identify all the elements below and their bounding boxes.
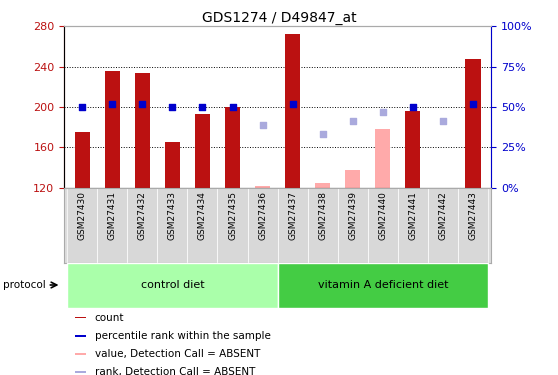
Bar — [157, 188, 187, 262]
Text: GSM27439: GSM27439 — [348, 191, 357, 240]
Bar — [428, 188, 458, 262]
Text: value, Detection Call = ABSENT: value, Detection Call = ABSENT — [95, 349, 260, 359]
Bar — [75, 372, 86, 373]
Point — [108, 100, 117, 106]
Bar — [248, 188, 278, 262]
Text: GSM27443: GSM27443 — [469, 191, 478, 240]
Point — [408, 104, 417, 110]
Bar — [278, 262, 488, 308]
Bar — [75, 132, 90, 188]
Text: GSM27434: GSM27434 — [198, 191, 207, 240]
Bar — [187, 188, 218, 262]
Bar — [278, 188, 307, 262]
Bar — [67, 262, 278, 308]
Text: GSM27435: GSM27435 — [228, 191, 237, 240]
Text: protocol: protocol — [3, 280, 46, 290]
Text: rank, Detection Call = ABSENT: rank, Detection Call = ABSENT — [95, 367, 255, 375]
Text: GSM27437: GSM27437 — [288, 191, 297, 240]
Point — [258, 122, 267, 128]
Bar — [75, 317, 86, 318]
Point — [439, 118, 448, 124]
Point — [318, 131, 327, 137]
Bar — [97, 188, 127, 262]
Bar — [135, 73, 150, 188]
Point — [78, 104, 86, 110]
Text: GSM27440: GSM27440 — [378, 191, 387, 240]
Text: GSM27442: GSM27442 — [439, 191, 448, 240]
Bar — [345, 170, 360, 188]
Text: GSM27431: GSM27431 — [108, 191, 117, 240]
Bar — [195, 114, 210, 188]
Text: GSM27441: GSM27441 — [408, 191, 417, 240]
Bar — [398, 188, 428, 262]
Point — [198, 104, 207, 110]
Point — [228, 104, 237, 110]
Bar — [458, 188, 488, 262]
Bar — [315, 183, 330, 188]
Bar — [338, 188, 368, 262]
Bar — [75, 335, 86, 337]
Bar — [105, 70, 120, 188]
Text: GSM27430: GSM27430 — [78, 191, 86, 240]
Bar — [67, 188, 97, 262]
Bar — [376, 129, 391, 188]
Point — [378, 109, 387, 115]
Bar — [465, 58, 480, 188]
Point — [168, 104, 177, 110]
Bar — [165, 142, 180, 188]
Text: GSM27433: GSM27433 — [168, 191, 177, 240]
Text: control diet: control diet — [141, 280, 204, 290]
Point — [288, 100, 297, 106]
Bar — [405, 111, 420, 188]
Point — [138, 100, 147, 106]
Bar — [307, 188, 338, 262]
Text: GSM27438: GSM27438 — [318, 191, 327, 240]
Bar — [255, 186, 270, 188]
Text: GSM27432: GSM27432 — [138, 191, 147, 240]
Text: GSM27436: GSM27436 — [258, 191, 267, 240]
Point — [348, 118, 357, 124]
Bar — [75, 353, 86, 355]
Text: count: count — [95, 313, 124, 322]
Text: percentile rank within the sample: percentile rank within the sample — [95, 331, 271, 341]
Bar — [368, 188, 398, 262]
Bar — [285, 34, 300, 188]
Text: GDS1274 / D49847_at: GDS1274 / D49847_at — [201, 11, 357, 25]
Bar — [218, 188, 248, 262]
Point — [469, 100, 478, 106]
Bar — [225, 107, 240, 188]
Text: vitamin A deficient diet: vitamin A deficient diet — [318, 280, 448, 290]
Bar — [127, 188, 157, 262]
